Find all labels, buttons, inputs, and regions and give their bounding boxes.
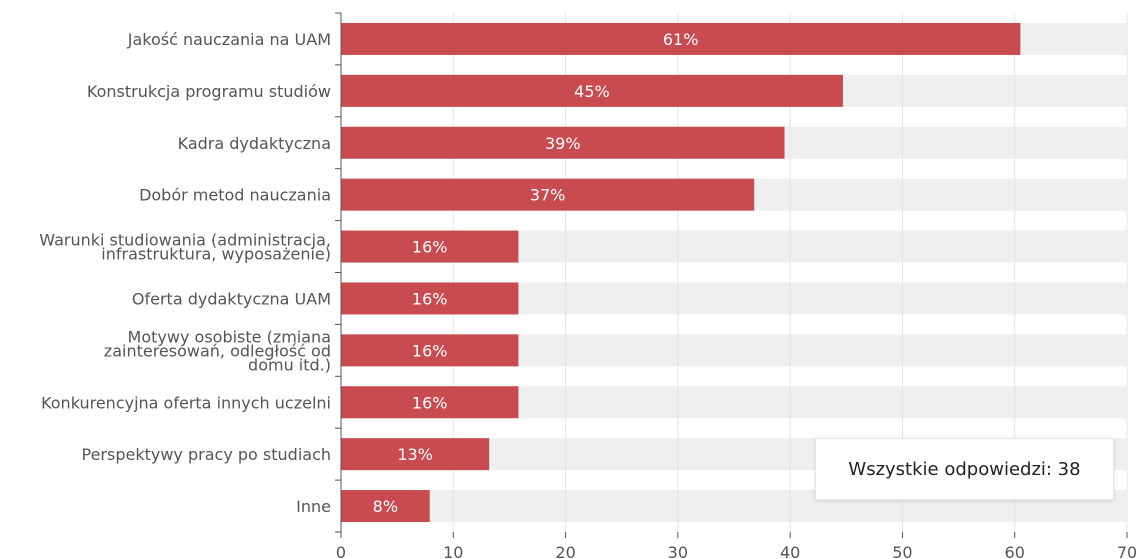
category-label-line: Perspektywy pracy po studiach: [82, 445, 332, 464]
bar: [341, 230, 519, 263]
bar: [341, 22, 1021, 55]
bar: [341, 126, 785, 159]
bar-data-label: 39%: [545, 134, 581, 153]
bar: [341, 490, 430, 523]
category-label-line: Inne: [296, 497, 331, 516]
category-label: Perspektywy pracy po studiach: [82, 445, 332, 464]
category-label-line: Konstrukcja programu studiów: [87, 82, 331, 101]
bar: [341, 282, 519, 315]
category-label-line: infrastruktura, wyposażenie): [101, 245, 331, 264]
bar-data-label: 16%: [412, 289, 448, 308]
category-label-line: Warunki studiowania (administracja,: [39, 231, 331, 250]
bar-data-label: 13%: [397, 445, 433, 464]
x-tick-label: 50: [892, 543, 912, 559]
bar: [341, 386, 519, 419]
bar-data-label: 16%: [412, 393, 448, 412]
category-label: Oferta dydaktyczna UAM: [132, 289, 331, 308]
axes-layer: 0 10 20 30 40 50 60 70: [335, 12, 1137, 559]
bar: [341, 438, 490, 471]
x-tick-label: 30: [668, 543, 688, 559]
category-label: Jakość nauczania na UAM: [127, 30, 331, 49]
x-tick-label: 10: [443, 543, 463, 559]
category-label-line: Dobór metod nauczania: [139, 186, 331, 205]
category-label-line: zainteresowań, odległość od: [104, 341, 331, 360]
bar-layer: [341, 22, 1021, 523]
category-label: Konkurencyjna oferta innych uczelni: [41, 393, 331, 412]
bar-data-label: 37%: [530, 186, 566, 205]
bar-data-label: 16%: [412, 238, 448, 257]
bar-data-label: 61%: [663, 30, 699, 49]
category-label: Kadra dydaktyczna: [178, 134, 331, 153]
category-label-line: domu itd.): [248, 355, 331, 374]
total-responses-legend: Wszystkie odpowiedzi: 38: [815, 438, 1114, 500]
label-layer: 61% 45% 39% 37% 16% 16% 16% 16% 13% 8% Jakość nauc…: [39, 30, 698, 516]
bar-data-label: 8%: [373, 497, 398, 516]
bar: [341, 74, 843, 107]
bar-data-label: 45%: [574, 82, 610, 101]
category-label: Warunki studiowania (administracja, infra…: [39, 231, 331, 264]
category-label: Dobór metod nauczania: [139, 186, 331, 205]
bar-data-label: 16%: [412, 341, 448, 360]
category-label: Motywy osobiste (zmiana zainteresowań, od…: [104, 327, 331, 374]
total-responses-text: Wszystkie odpowiedzi: 38: [848, 458, 1081, 480]
bar: [341, 178, 755, 211]
category-label-line: Oferta dydaktyczna UAM: [132, 289, 331, 308]
x-tick-label: 20: [555, 543, 575, 559]
x-tick-label: 40: [780, 543, 800, 559]
category-label-line: Jakość nauczania na UAM: [127, 30, 331, 49]
x-tick-label: 0: [336, 543, 346, 559]
category-label-line: Konkurencyjna oferta innych uczelni: [41, 393, 331, 412]
category-label-line: Kadra dydaktyczna: [178, 134, 331, 153]
x-tick-label: 70: [1117, 543, 1137, 559]
category-label: Konstrukcja programu studiów: [87, 82, 331, 101]
category-label: Inne: [296, 497, 331, 516]
x-tick-label: 60: [1005, 543, 1025, 559]
category-label-line: Motywy osobiste (zmiana: [128, 327, 331, 346]
bar: [341, 334, 519, 367]
